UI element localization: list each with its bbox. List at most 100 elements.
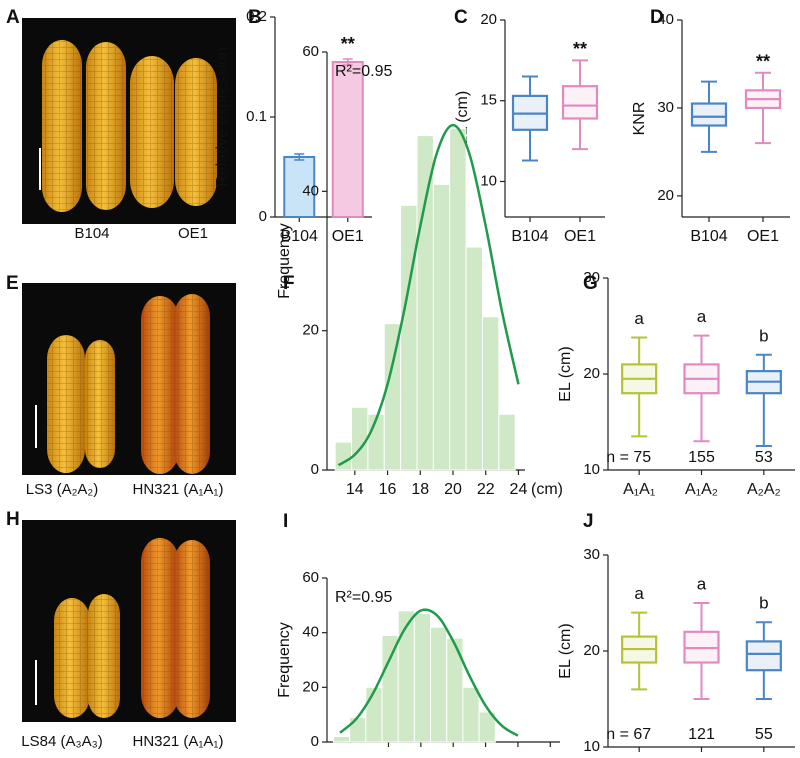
x-tick-label: 14 bbox=[346, 481, 364, 498]
y-tick-label: 10 bbox=[480, 172, 497, 189]
panel-letter: A bbox=[6, 7, 20, 28]
error-bar bbox=[294, 153, 305, 161]
ear-kernels bbox=[130, 56, 174, 208]
histogram-bar bbox=[334, 441, 353, 471]
histogram-bar bbox=[416, 135, 434, 471]
fit-curve bbox=[337, 123, 520, 467]
x-tick-label: OE1 bbox=[332, 228, 364, 245]
panel-letter: C bbox=[454, 7, 468, 28]
histogram-bar bbox=[332, 736, 351, 743]
bar bbox=[331, 61, 364, 218]
y-tick-label: 0.1 bbox=[246, 108, 267, 125]
significance: ** bbox=[756, 52, 770, 72]
n-label: n = 75 bbox=[606, 449, 651, 466]
ear-kernels bbox=[42, 40, 82, 212]
y-tick-label: 20 bbox=[302, 322, 319, 339]
x-tick-label: A₁A₁ bbox=[623, 481, 655, 498]
group-letter: a bbox=[634, 309, 644, 328]
y-tick-label: 15 bbox=[480, 92, 497, 109]
y-axis-label: EL (cm) bbox=[557, 623, 574, 678]
box bbox=[561, 85, 599, 120]
panel-letter: H bbox=[6, 509, 20, 530]
panel-letter: J bbox=[583, 511, 594, 532]
photo-caption: B104 bbox=[74, 225, 109, 242]
photo-caption: HN321 (A₁A₁) bbox=[133, 733, 224, 750]
n-label: 53 bbox=[755, 449, 773, 466]
n-label: 155 bbox=[688, 449, 715, 466]
ear-kernels bbox=[47, 335, 85, 473]
x-tick-label: OE1 bbox=[747, 228, 779, 245]
ear-kernels bbox=[85, 340, 115, 468]
y-axis-label: Frequency bbox=[276, 622, 293, 698]
x-tick-label: B104 bbox=[281, 228, 318, 245]
ear-kernels bbox=[141, 296, 179, 474]
photo-caption: OE1 bbox=[178, 225, 208, 242]
x-tick-label: 22 bbox=[477, 481, 495, 498]
y-axis-label: EL (cm) bbox=[557, 346, 574, 401]
whisker bbox=[631, 336, 648, 438]
y-tick-label: 20 bbox=[657, 187, 674, 204]
histogram-bar bbox=[365, 686, 383, 743]
histogram-bar bbox=[498, 413, 516, 471]
whisker bbox=[701, 80, 717, 153]
histogram-bar bbox=[432, 183, 451, 471]
annotation: R²=0.95 bbox=[335, 589, 392, 606]
whisker bbox=[755, 353, 772, 447]
histogram-bar bbox=[349, 716, 367, 743]
ear-kernels bbox=[54, 598, 90, 718]
whisker bbox=[693, 602, 710, 700]
panel-letter: I bbox=[283, 511, 288, 532]
photo-caption: HN321 (A₁A₁) bbox=[133, 481, 224, 498]
whisker bbox=[572, 59, 588, 151]
group-letter: a bbox=[697, 307, 707, 326]
y-tick-label: 20 bbox=[480, 11, 497, 28]
significance: ** bbox=[573, 39, 587, 59]
histogram-bar bbox=[430, 626, 448, 743]
group-letter: a bbox=[697, 574, 707, 593]
group-letter: b bbox=[759, 326, 768, 345]
ear-kernels bbox=[88, 594, 120, 718]
y-tick-label: 20 bbox=[583, 365, 600, 382]
x-tick-label: 18 bbox=[411, 481, 429, 498]
histogram-bar bbox=[413, 613, 432, 743]
whisker bbox=[631, 611, 648, 691]
ear-kernels bbox=[175, 58, 217, 206]
significance: ** bbox=[341, 34, 355, 54]
histogram-bar bbox=[449, 128, 467, 471]
histogram-bar bbox=[351, 406, 369, 471]
y-tick-label: 0 bbox=[311, 733, 319, 750]
histogram-bar bbox=[397, 610, 415, 743]
panel-letter: F bbox=[283, 273, 295, 294]
box bbox=[745, 640, 782, 672]
y-tick-label: 40 bbox=[302, 182, 319, 199]
y-axis-label: KNR bbox=[631, 102, 648, 136]
panel-letter: D bbox=[650, 7, 664, 28]
y-tick-label: 20 bbox=[302, 678, 319, 695]
histogram-bar bbox=[383, 323, 402, 471]
y-axis-label: Frequency bbox=[276, 223, 293, 299]
y-tick-label: 10 bbox=[583, 461, 600, 478]
x-tick-label: 20 bbox=[444, 481, 462, 498]
y-tick-label: 0 bbox=[311, 461, 319, 478]
annotation: R²=0.95 bbox=[335, 63, 392, 80]
histogram-bar bbox=[381, 634, 399, 743]
x-unit: (cm) bbox=[531, 481, 563, 498]
x-tick-label: OE1 bbox=[564, 228, 596, 245]
ear-kernels bbox=[86, 42, 126, 210]
bar bbox=[283, 156, 316, 218]
group-letter: a bbox=[634, 584, 644, 603]
whisker bbox=[522, 75, 538, 162]
y-tick-label: 60 bbox=[302, 43, 319, 60]
histogram-bar bbox=[462, 686, 480, 743]
box bbox=[690, 102, 728, 127]
group-letter: b bbox=[759, 594, 768, 613]
y-axis-label: Relative expression bbox=[214, 47, 231, 187]
histogram-bar bbox=[481, 316, 500, 471]
x-tick-label: B104 bbox=[690, 228, 727, 245]
x-tick-label: 16 bbox=[379, 481, 397, 498]
ear-kernels bbox=[174, 294, 210, 474]
ear-kernels bbox=[141, 538, 179, 718]
x-tick-label: 24 bbox=[510, 481, 528, 498]
y-tick-label: 60 bbox=[302, 569, 319, 586]
